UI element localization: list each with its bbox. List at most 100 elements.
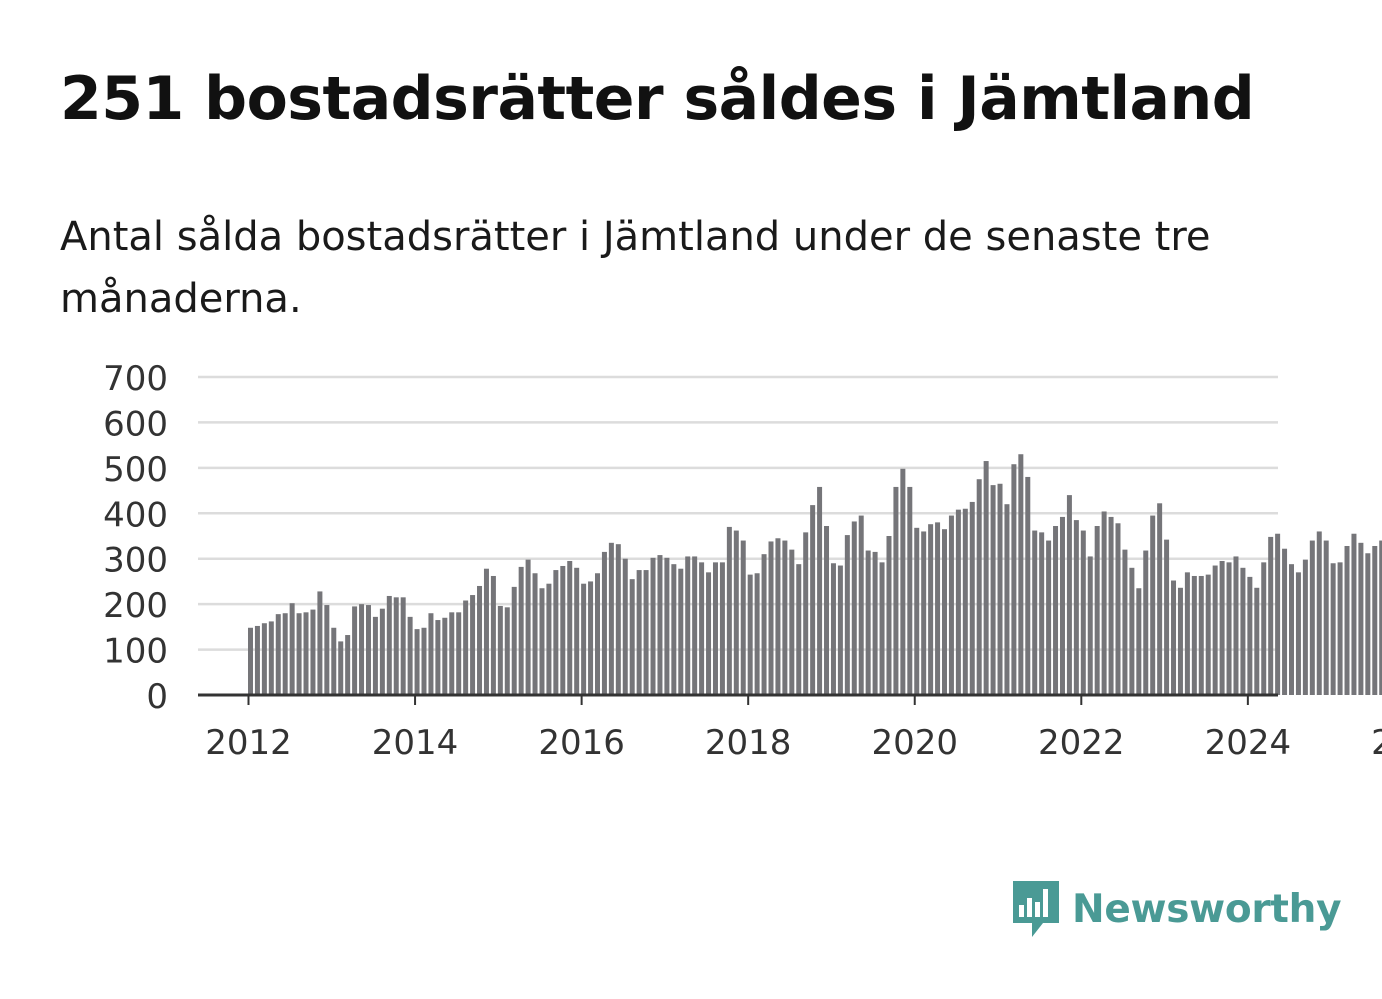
- bar: [1379, 540, 1382, 695]
- bar: [1101, 511, 1107, 695]
- bar: [338, 641, 344, 695]
- x-tick-label: 2022: [1038, 723, 1125, 763]
- bar: [969, 501, 975, 695]
- bar: [622, 558, 628, 695]
- bar: [886, 536, 892, 695]
- x-tick-label: 2016: [538, 723, 625, 763]
- bar: [1053, 526, 1059, 695]
- bar: [553, 570, 559, 695]
- bar: [449, 612, 455, 695]
- bar: [477, 585, 483, 695]
- bar: [1358, 542, 1364, 695]
- bar: [928, 524, 934, 695]
- y-tick-label: 200: [103, 586, 168, 626]
- bar: [567, 560, 573, 695]
- bar: [1344, 545, 1350, 695]
- bar: [1143, 550, 1149, 695]
- bar: [1122, 549, 1128, 695]
- bar: [900, 468, 906, 695]
- bar: [483, 568, 489, 695]
- bar: [518, 566, 524, 695]
- bar: [1212, 565, 1218, 695]
- bar: [879, 562, 885, 695]
- bar: [615, 544, 621, 695]
- bar: [1330, 563, 1336, 695]
- bar: [365, 605, 371, 695]
- bar: [1365, 553, 1371, 695]
- bar: [643, 570, 649, 695]
- bar: [1046, 540, 1052, 695]
- bar: [588, 581, 594, 695]
- newsworthy-logo-icon: [1013, 881, 1059, 937]
- bar: [435, 620, 441, 695]
- bar: [1219, 560, 1225, 695]
- bar: [574, 567, 580, 695]
- bar: [1337, 562, 1343, 695]
- bar: [1025, 476, 1031, 695]
- bar: [699, 562, 705, 695]
- brand-logo[interactable]: Newsworthy: [1010, 878, 1342, 940]
- bar: [1295, 572, 1301, 695]
- bar: [1018, 454, 1024, 695]
- bar: [664, 557, 670, 695]
- bar: [942, 529, 947, 695]
- bar: [1177, 587, 1183, 695]
- bar: [858, 515, 864, 695]
- bar: [470, 595, 476, 695]
- bar: [990, 485, 996, 695]
- bar: [1184, 572, 1190, 695]
- bar: [1004, 504, 1010, 695]
- bar: [1254, 587, 1260, 695]
- bar: [393, 597, 399, 695]
- bar: [310, 609, 316, 695]
- bar: [1150, 515, 1156, 695]
- bar-chart: 0 100 200 300 400 500 600 700 2012 2014 2016 2018 20…: [103, 359, 1382, 763]
- bar: [282, 613, 288, 695]
- bar: [636, 570, 642, 695]
- bar: [386, 595, 392, 695]
- brand-name: Newsworthy: [1072, 886, 1342, 932]
- bar: [601, 551, 607, 695]
- y-tick-label: 700: [103, 359, 168, 399]
- bar: [275, 614, 281, 695]
- bar: [1087, 556, 1093, 695]
- bar: [976, 479, 982, 695]
- bar: [1302, 559, 1308, 695]
- bar: [428, 613, 434, 695]
- x-tick-label: 2020: [871, 723, 958, 763]
- bar: [706, 572, 712, 695]
- bar: [629, 579, 635, 695]
- bar: [948, 515, 954, 695]
- x-tick-label: 2012: [205, 723, 292, 763]
- bar: [935, 522, 941, 695]
- bar: [1080, 530, 1086, 695]
- bar: [740, 540, 746, 695]
- bar: [296, 613, 302, 695]
- bar: [317, 591, 323, 695]
- bar: [671, 564, 677, 695]
- x-tick-label: 2024: [1205, 723, 1292, 763]
- y-tick-label: 600: [103, 404, 168, 444]
- bar: [830, 563, 836, 695]
- bar: [414, 629, 420, 695]
- bar: [1261, 562, 1267, 695]
- bar: [810, 505, 816, 695]
- bar: [456, 612, 462, 695]
- bar: [1233, 556, 1239, 695]
- bar: [789, 549, 795, 695]
- bar: [747, 574, 753, 695]
- bar: [907, 486, 913, 695]
- bar: [1039, 532, 1045, 695]
- bar: [733, 530, 739, 695]
- bar: [768, 541, 774, 695]
- bar: [775, 538, 781, 695]
- bar: [712, 562, 718, 695]
- bar: [268, 621, 274, 695]
- bar: [1309, 540, 1315, 695]
- bar: [692, 556, 698, 695]
- bar: [539, 588, 545, 695]
- bar: [817, 486, 823, 695]
- bar: [865, 550, 871, 695]
- bar: [303, 612, 309, 695]
- bar: [1323, 540, 1329, 695]
